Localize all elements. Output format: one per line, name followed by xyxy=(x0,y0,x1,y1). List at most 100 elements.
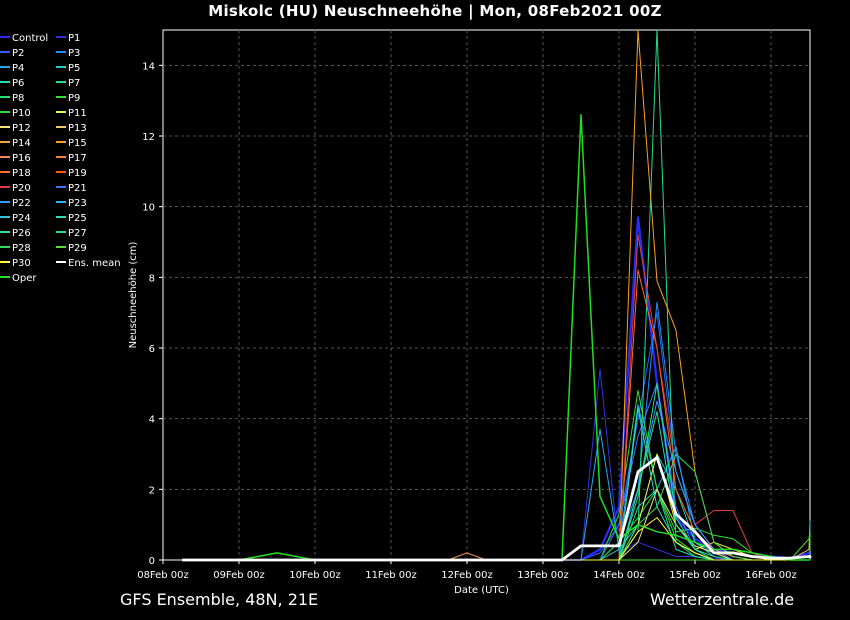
legend-label: P25 xyxy=(68,213,87,224)
legend-item: P6 xyxy=(0,78,24,90)
legend-swatch xyxy=(0,96,10,98)
legend-item: P2 xyxy=(0,48,24,60)
legend-item: P25 xyxy=(56,213,87,225)
legend-label: P6 xyxy=(12,78,25,89)
series-lines xyxy=(182,29,812,562)
legend-item: P11 xyxy=(56,108,87,120)
legend-swatch xyxy=(0,141,10,143)
legend-item: P21 xyxy=(56,183,87,195)
legend-label: P13 xyxy=(68,123,87,134)
y-tick-label: 0 xyxy=(149,556,155,567)
y-axis-label: Neuschneehöhe (cm) xyxy=(128,241,139,348)
series-line-ens-mean xyxy=(182,456,812,562)
legend-item: P1 xyxy=(56,33,80,45)
legend-item: P15 xyxy=(56,138,87,150)
legend-item: P29 xyxy=(56,243,87,255)
legend-swatch xyxy=(56,141,66,143)
legend-label: P4 xyxy=(12,63,25,74)
legend-swatch xyxy=(0,231,10,233)
legend-item: P30 xyxy=(0,258,31,270)
legend-swatch xyxy=(56,186,66,188)
legend-item: Ens. mean xyxy=(56,258,121,270)
y-tick-label: 2 xyxy=(149,485,155,496)
legend-label: P2 xyxy=(12,48,25,59)
x-tick-label: 13Feb 00z xyxy=(517,570,569,581)
x-tick-label: 16Feb 00z xyxy=(745,570,797,581)
legend-item: P8 xyxy=(0,93,24,105)
legend-swatch xyxy=(56,66,66,68)
legend-label: P27 xyxy=(68,228,87,239)
legend-swatch xyxy=(56,216,66,218)
legend-label: Ens. mean xyxy=(68,258,121,269)
legend-label: P21 xyxy=(68,183,87,194)
legend-item: P26 xyxy=(0,228,31,240)
legend-item: P10 xyxy=(0,108,31,120)
legend-item: P22 xyxy=(0,198,31,210)
legend-label: Control xyxy=(12,33,49,44)
legend-label: P11 xyxy=(68,108,87,119)
legend-swatch xyxy=(0,201,10,203)
legend-item: P24 xyxy=(0,213,31,225)
x-tick-label: 12Feb 00z xyxy=(441,570,493,581)
legend-item: P16 xyxy=(0,153,31,165)
legend-label: P14 xyxy=(12,138,31,149)
legend-item: P27 xyxy=(56,228,87,240)
x-axis-label: Date (UTC) xyxy=(454,585,509,596)
legend-label: P18 xyxy=(12,168,31,179)
legend-item: Control xyxy=(0,33,48,45)
legend-item: P23 xyxy=(56,198,87,210)
legend-swatch xyxy=(0,276,10,278)
plot-area xyxy=(162,29,811,561)
x-tick-label: 14Feb 00z xyxy=(593,570,645,581)
axes: 0 2 4 6 8 10 12 14 08Feb 00z 09Feb 00z 10Feb 00z 11… xyxy=(137,61,797,581)
legend-label: Oper xyxy=(12,273,37,284)
x-tick-label: 10Feb 00z xyxy=(289,570,341,581)
legend-swatch xyxy=(0,156,10,158)
legend-swatch xyxy=(56,201,66,203)
legend-label: P30 xyxy=(12,258,31,269)
legend-label: P17 xyxy=(68,153,87,164)
legend-label: P10 xyxy=(12,108,31,119)
legend-swatch xyxy=(56,36,66,38)
y-tick-label: 14 xyxy=(142,61,155,72)
x-tick-label: 09Feb 00z xyxy=(213,570,265,581)
legend-swatch xyxy=(0,246,10,248)
legend-label: P1 xyxy=(68,33,81,44)
legend-swatch xyxy=(0,66,10,68)
legend-item: P18 xyxy=(0,168,31,180)
legend-item: P7 xyxy=(56,78,80,90)
legend-swatch xyxy=(56,126,66,128)
x-tick-label: 15Feb 00z xyxy=(669,570,721,581)
legend-swatch xyxy=(56,96,66,98)
legend-item: Oper xyxy=(0,273,36,285)
legend-swatch xyxy=(56,111,66,113)
legend-label: P15 xyxy=(68,138,87,149)
legend-label: P9 xyxy=(68,93,81,104)
legend-label: P28 xyxy=(12,243,31,254)
legend-swatch xyxy=(0,216,10,218)
legend-label: P24 xyxy=(12,213,31,224)
y-tick-label: 4 xyxy=(149,415,155,426)
legend-item: P28 xyxy=(0,243,31,255)
legend-swatch xyxy=(0,51,10,53)
legend-item: P12 xyxy=(0,123,31,135)
legend-label: P5 xyxy=(68,63,81,74)
legend-item: P5 xyxy=(56,63,80,75)
legend-label: P23 xyxy=(68,198,87,209)
legend-swatch xyxy=(56,231,66,233)
y-tick-label: 10 xyxy=(142,203,155,214)
legend-label: P20 xyxy=(12,183,31,194)
y-tick-label: 12 xyxy=(142,132,155,143)
legend-swatch xyxy=(56,51,66,53)
legend-swatch xyxy=(56,81,66,83)
legend-label: P19 xyxy=(68,168,87,179)
legend-label: P7 xyxy=(68,78,81,89)
legend-swatch xyxy=(0,36,10,38)
y-tick-label: 6 xyxy=(149,344,155,355)
y-tick-label: 8 xyxy=(149,273,155,284)
legend-item: P17 xyxy=(56,153,87,165)
legend-swatch xyxy=(56,156,66,158)
x-tick-label: 08Feb 00z xyxy=(137,570,189,581)
gridlines xyxy=(163,30,810,560)
chart-title: Miskolc (HU) Neuschneehöhe | Mon, 08Feb2… xyxy=(208,2,662,20)
